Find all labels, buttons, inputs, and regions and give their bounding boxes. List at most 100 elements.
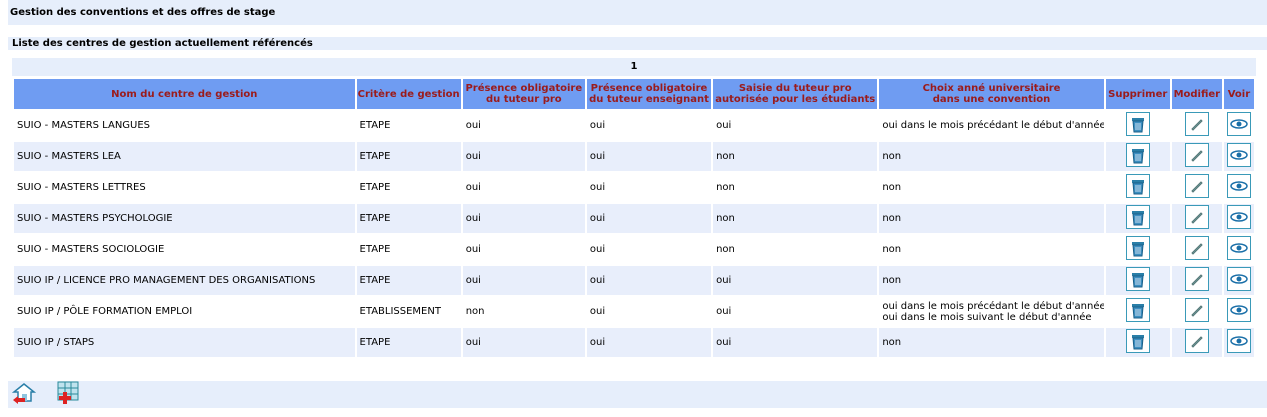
action-cell (1171, 142, 1222, 171)
add-button[interactable] (56, 381, 80, 405)
centres-table: Nom du centre de gestion Critère de gesti… (12, 77, 1256, 359)
cell: SUIO - MASTERS LANGUES (14, 111, 355, 140)
page-title: Gestion des conventions et des offres de… (10, 7, 276, 18)
cell: non (713, 204, 878, 233)
cell: oui dans le mois précédant le début d'an… (879, 111, 1104, 140)
home-button[interactable] (12, 381, 36, 405)
action-cell (1171, 266, 1222, 295)
cell: non (879, 204, 1104, 233)
action-cell (1105, 328, 1170, 357)
action-cell (1105, 111, 1170, 140)
action-cell (1105, 235, 1170, 264)
action-cell (1223, 111, 1254, 140)
cell: oui (586, 297, 712, 326)
action-cell (1105, 204, 1170, 233)
header-line: autorisée pour les étudiants (715, 94, 876, 105)
table-row: SUIO IP / PÔLE FORMATION EMPLOI ETABLISSE… (14, 297, 1254, 326)
edit-button[interactable] (1184, 143, 1209, 167)
column-header: Présence obligatoire du tuteur pro (462, 79, 585, 109)
action-cell (1105, 142, 1170, 171)
cell-line: non (882, 337, 902, 348)
cell-line: non (882, 213, 902, 224)
cell: oui (462, 328, 585, 357)
column-header: Nom du centre de gestion (14, 79, 355, 109)
edit-button[interactable] (1184, 329, 1209, 353)
cell: oui (586, 266, 712, 295)
action-cell (1223, 173, 1254, 202)
column-header: Saisie du tuteur pro autorisée pour les é… (713, 79, 878, 109)
delete-button[interactable] (1125, 205, 1150, 229)
table-row: SUIO - MASTERS LETTRES ETAPE oui oui non non (14, 173, 1254, 202)
action-cell (1171, 111, 1222, 140)
cell: ETAPE (356, 111, 461, 140)
view-button[interactable] (1226, 298, 1251, 322)
cell: non (879, 142, 1104, 171)
cell-line: oui dans le mois précédant le début d'an… (882, 300, 1104, 312)
view-button[interactable] (1226, 267, 1251, 291)
cell: non (879, 173, 1104, 202)
header-line: du tuteur pro (485, 94, 562, 105)
header-bar: Gestion des conventions et des offres de… (8, 0, 1267, 25)
cell: oui (462, 142, 585, 171)
header-line: Critère de gestion (357, 88, 460, 100)
cell: oui (713, 266, 878, 295)
action-cell (1223, 266, 1254, 295)
pagination[interactable]: 1 (12, 58, 1256, 76)
delete-button[interactable] (1125, 174, 1150, 198)
edit-button[interactable] (1184, 112, 1209, 136)
view-button[interactable] (1226, 143, 1251, 167)
delete-button[interactable] (1125, 112, 1150, 136)
header-line: Voir (1227, 88, 1251, 100)
delete-button[interactable] (1125, 267, 1150, 291)
cell: oui (462, 266, 585, 295)
header-line: Présence obligatoire (590, 83, 708, 94)
cell: ETAPE (356, 235, 461, 264)
header-line: Saisie du tuteur pro (738, 83, 852, 94)
header-line: Supprimer (1108, 88, 1168, 100)
header-line: Présence obligatoire (465, 83, 583, 94)
cell: SUIO - MASTERS LETTRES (14, 173, 355, 202)
view-button[interactable] (1226, 174, 1251, 198)
view-button[interactable] (1226, 112, 1251, 136)
cell: oui (462, 204, 585, 233)
table-row: SUIO - MASTERS PSYCHOLOGIE ETAPE oui oui non… (14, 204, 1254, 233)
cell: non (713, 142, 878, 171)
cell: non (462, 297, 585, 326)
delete-button[interactable] (1125, 236, 1150, 260)
edit-button[interactable] (1184, 267, 1209, 291)
cell: non (879, 266, 1104, 295)
delete-button[interactable] (1125, 143, 1150, 167)
header-line: Modifier (1173, 88, 1221, 100)
cell: ETAPE (356, 266, 461, 295)
cell: oui (586, 235, 712, 264)
action-cell (1171, 204, 1222, 233)
cell-line: oui dans le mois suivant le début d'anné… (882, 311, 1092, 323)
cell: ETAPE (356, 204, 461, 233)
cell: non (879, 235, 1104, 264)
delete-button[interactable] (1125, 329, 1150, 353)
edit-button[interactable] (1184, 236, 1209, 260)
cell: oui (713, 328, 878, 357)
action-cell (1171, 173, 1222, 202)
view-button[interactable] (1226, 205, 1251, 229)
edit-button[interactable] (1184, 174, 1209, 198)
cell: SUIO IP / STAPS (14, 328, 355, 357)
cell: ETABLISSEMENT (356, 297, 461, 326)
view-button[interactable] (1226, 236, 1251, 260)
cell-line: non (882, 244, 902, 255)
cell: SUIO - MASTERS SOCIOLOGIE (14, 235, 355, 264)
table-row: SUIO - MASTERS SOCIOLOGIE ETAPE oui oui non n… (14, 235, 1254, 264)
cell: SUIO - MASTERS LEA (14, 142, 355, 171)
header-line: Nom du centre de gestion (111, 88, 258, 100)
delete-button[interactable] (1125, 298, 1150, 322)
action-cell (1223, 235, 1254, 264)
action-cell (1223, 204, 1254, 233)
header-line: dans une convention (932, 94, 1051, 105)
action-cell (1223, 142, 1254, 171)
cell: ETAPE (356, 142, 461, 171)
column-header: Modifier (1171, 79, 1222, 109)
view-button[interactable] (1226, 329, 1251, 353)
edit-button[interactable] (1184, 205, 1209, 229)
edit-button[interactable] (1184, 298, 1209, 322)
footer-bar (8, 381, 1267, 408)
